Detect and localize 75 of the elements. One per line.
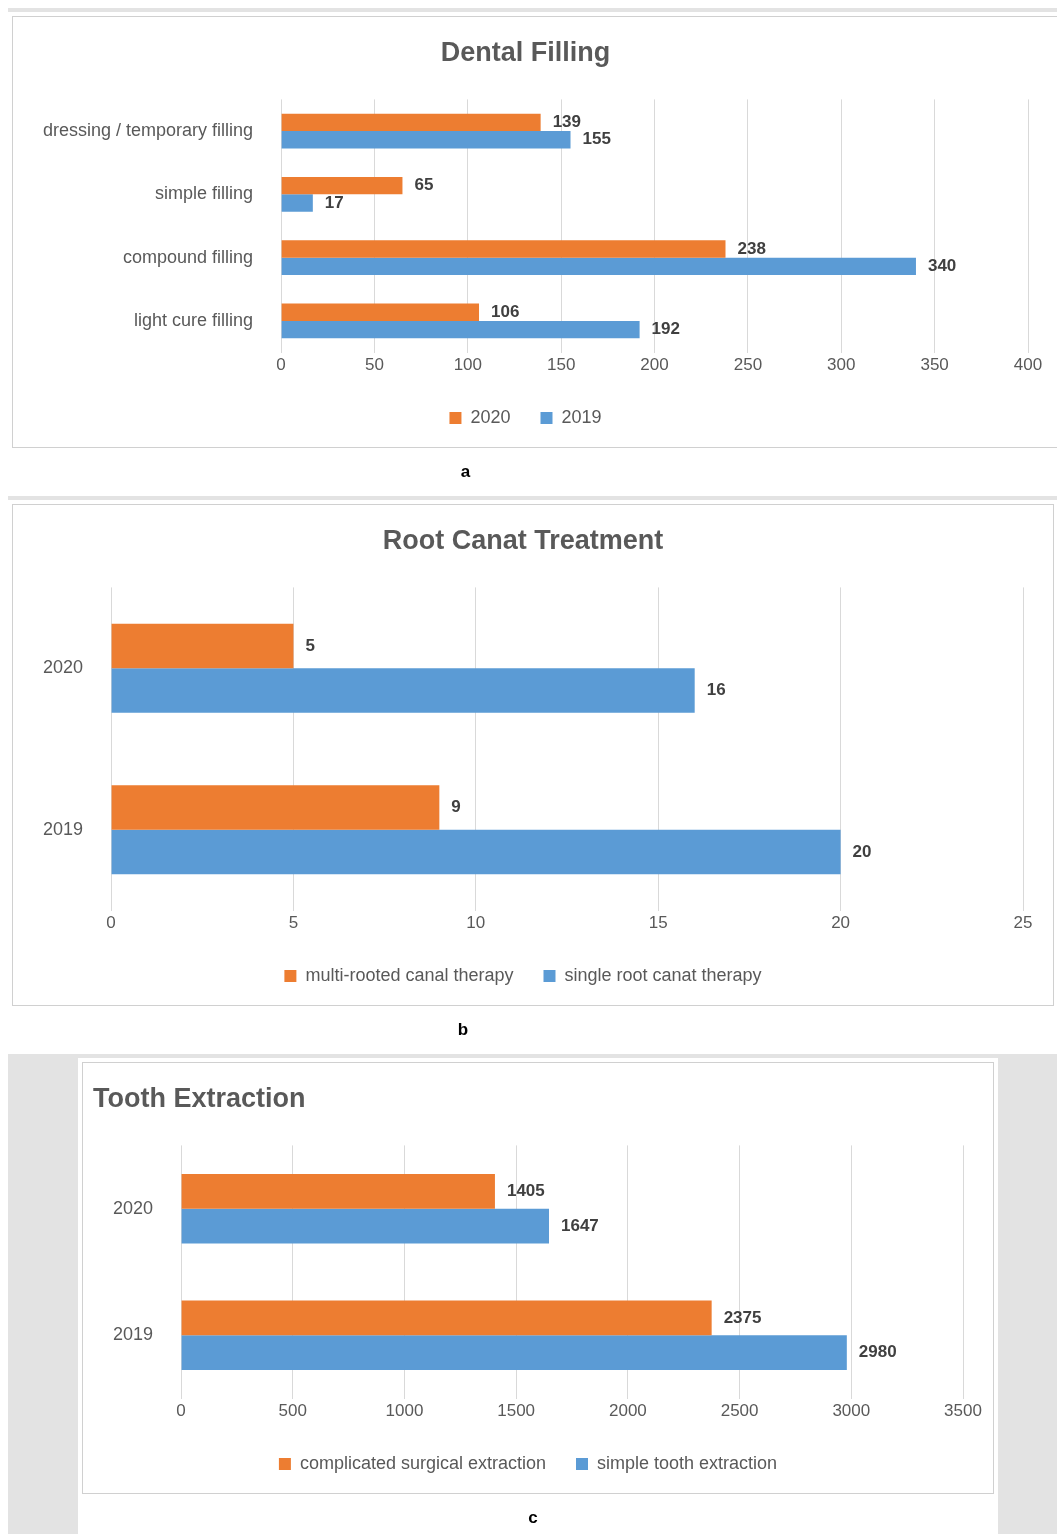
- y-tick-label: 2020: [43, 657, 84, 678]
- bar: [281, 257, 916, 276]
- bar: [281, 113, 541, 132]
- bar: [111, 623, 294, 669]
- legend-label: simple tooth extraction: [597, 1452, 778, 1473]
- x-tick-label: 15: [648, 913, 668, 933]
- data-label: 9: [451, 797, 461, 817]
- x-tick-label: 300: [827, 355, 856, 375]
- text: c: [527, 1507, 539, 1529]
- bar: [281, 320, 640, 339]
- x-tick-label: 1000: [385, 1401, 424, 1421]
- data-label: 192: [651, 319, 680, 339]
- x-tick-label: 0: [276, 355, 286, 375]
- x-tick-label: 20: [831, 913, 851, 933]
- x-tick-label: 5: [288, 913, 299, 933]
- x-tick-label: 1500: [497, 1401, 536, 1421]
- data-label: 16: [706, 680, 726, 700]
- chart-title: Tooth Extraction: [93, 1082, 306, 1113]
- x-tick-label: 350: [920, 355, 949, 375]
- legend-label: 2020: [470, 406, 511, 427]
- legend-label: complicated surgical extraction: [299, 1452, 547, 1473]
- x-tick-label: 100: [453, 355, 482, 375]
- x-tick-label: 0: [106, 913, 116, 933]
- data-label: 340: [927, 256, 957, 276]
- y-tick-label: dressing / temporary filling: [42, 120, 254, 141]
- x-tick-label: 500: [278, 1401, 307, 1421]
- text: b: [456, 1019, 470, 1041]
- x-tick-label: 400: [1013, 355, 1043, 375]
- y-tick-label: light cure filling: [134, 309, 254, 330]
- x-tick-label: 150: [546, 355, 576, 375]
- y-tick-label: 2019: [113, 1324, 154, 1345]
- x-tick-label: 250: [733, 355, 763, 375]
- data-label: 17: [324, 192, 344, 212]
- x-tick-label: 50: [364, 355, 384, 375]
- legend-label: single root canat therapy: [564, 964, 762, 985]
- x-tick-label: 2500: [720, 1401, 759, 1421]
- bar: [111, 668, 695, 713]
- y-tick-label: 2020: [113, 1197, 154, 1218]
- x-tick-label: 0: [176, 1401, 186, 1421]
- data-label: 155: [582, 129, 611, 149]
- x-tick-label: 3000: [832, 1401, 871, 1421]
- chart-title: Dental Filling: [440, 36, 611, 67]
- x-tick-label: 10: [466, 913, 486, 933]
- bar: [281, 131, 571, 149]
- data-label: 65: [414, 175, 434, 195]
- data-label: 2980: [858, 1342, 897, 1362]
- bar: [111, 785, 440, 830]
- bar: [281, 176, 403, 195]
- text: a: [459, 461, 472, 483]
- data-label: 106: [491, 301, 520, 321]
- y-tick-label: 2019: [43, 818, 84, 839]
- data-label: 139: [552, 112, 582, 132]
- chart-title: Root Canat Treatment: [382, 524, 664, 555]
- data-label: 5: [305, 635, 315, 655]
- legend-label: 2019: [561, 406, 602, 427]
- bar: [181, 1300, 712, 1336]
- bar: [181, 1173, 495, 1209]
- bar: [281, 240, 726, 258]
- legend-label: multi-rooted canal therapy: [305, 964, 514, 985]
- bar: [281, 194, 313, 212]
- data-label: 1647: [561, 1215, 599, 1235]
- x-tick-label: 3500: [944, 1401, 982, 1421]
- x-tick-label: 2000: [608, 1401, 647, 1421]
- data-label: 20: [852, 841, 872, 861]
- bar: [281, 303, 480, 321]
- x-tick-label: 25: [1013, 913, 1033, 933]
- data-label: 238: [737, 238, 766, 258]
- y-tick-label: simple filling: [155, 183, 254, 204]
- data-label: 2375: [723, 1307, 762, 1327]
- bar: [181, 1335, 847, 1371]
- x-tick-label: 200: [640, 355, 669, 375]
- data-label: 1405: [506, 1180, 545, 1200]
- bar: [181, 1208, 550, 1244]
- y-tick-label: compound filling: [123, 246, 254, 267]
- bar: [111, 829, 841, 875]
